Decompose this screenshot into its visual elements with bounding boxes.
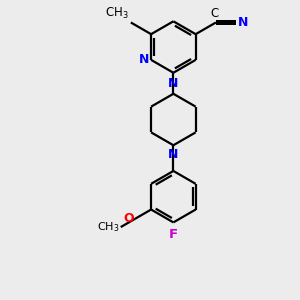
Text: N: N — [168, 77, 178, 90]
Text: CH$_3$: CH$_3$ — [105, 6, 128, 21]
Text: N: N — [139, 53, 149, 66]
Text: N: N — [168, 148, 178, 161]
Text: C: C — [211, 7, 219, 20]
Text: O: O — [123, 212, 134, 225]
Text: F: F — [169, 228, 178, 241]
Text: CH$_3$: CH$_3$ — [97, 220, 120, 234]
Text: N: N — [238, 16, 248, 29]
